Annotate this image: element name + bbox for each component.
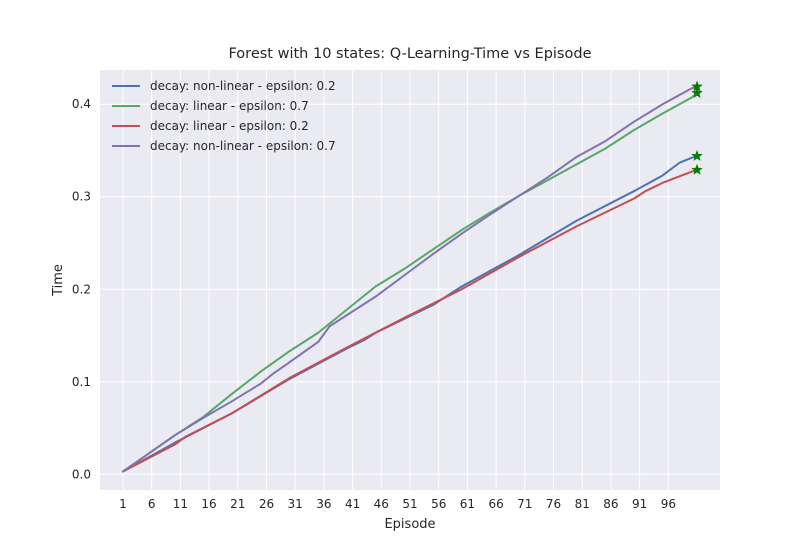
x-tick-label: 76 xyxy=(546,497,561,511)
end-markers xyxy=(691,80,703,175)
x-tick-label: 41 xyxy=(345,497,360,511)
x-tick-label: 11 xyxy=(173,497,188,511)
x-tick-label: 61 xyxy=(460,497,475,511)
x-tick-label: 21 xyxy=(230,497,245,511)
x-tick-label: 96 xyxy=(661,497,676,511)
series-line xyxy=(121,92,699,473)
y-tick-label: 0.4 xyxy=(72,97,91,111)
legend-entry: decay: linear - epsilon: 0.2 xyxy=(150,119,309,133)
x-tick-label: 1 xyxy=(119,497,127,511)
x-tick-label: 86 xyxy=(603,497,618,511)
series-line xyxy=(121,168,699,473)
series-group xyxy=(121,85,699,473)
x-tick-label: 6 xyxy=(148,497,156,511)
x-tick-label: 91 xyxy=(632,497,647,511)
x-tick-label: 71 xyxy=(517,497,532,511)
x-tick-label: 31 xyxy=(288,497,303,511)
y-tick-label: 0.3 xyxy=(72,190,91,204)
x-tick-label: 36 xyxy=(316,497,331,511)
series-line xyxy=(121,85,699,473)
star-marker xyxy=(691,86,703,99)
star-marker xyxy=(691,163,703,175)
x-tick-label: 51 xyxy=(402,497,417,511)
legend-entry: decay: non-linear - epsilon: 0.7 xyxy=(150,139,336,153)
x-tick-label: 66 xyxy=(488,497,503,511)
star-marker xyxy=(691,80,703,92)
y-axis-label: Time xyxy=(51,264,66,297)
legend: decay: non-linear - epsilon: 0.2 decay: l… xyxy=(112,79,336,153)
y-tick-label: 0.2 xyxy=(72,282,91,296)
x-axis-ticks: 1 6 11 16 21 26 31 36 41 46 51 56 61 66 71 76 81 86 91 96 xyxy=(119,497,676,511)
x-tick-label: 46 xyxy=(374,497,389,511)
y-tick-label: 0.0 xyxy=(72,467,91,481)
legend-entry: decay: non-linear - epsilon: 0.2 xyxy=(150,79,336,93)
x-tick-label: 56 xyxy=(431,497,446,511)
x-tick-label: 16 xyxy=(201,497,216,511)
y-tick-label: 0.1 xyxy=(72,375,91,389)
x-tick-label: 81 xyxy=(575,497,590,511)
y-axis-ticks: 0.0 0.1 0.2 0.3 0.4 xyxy=(72,97,91,481)
legend-entry: decay: linear - epsilon: 0.7 xyxy=(150,99,309,113)
chart-title: Forest with 10 states: Q-Learning-Time v… xyxy=(228,46,591,62)
x-tick-label: 26 xyxy=(259,497,274,511)
grid-lines xyxy=(100,70,720,490)
star-marker xyxy=(691,149,703,162)
x-axis-label: Episode xyxy=(384,517,435,532)
